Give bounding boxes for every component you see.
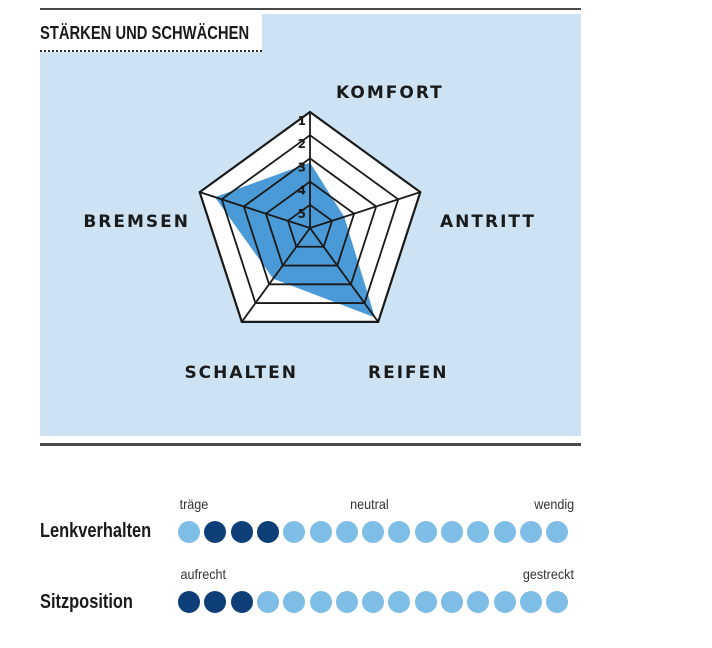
section-title-box — [40, 14, 262, 52]
radar-axis-label: REIFEN — [368, 363, 448, 383]
radar-axis-label: ANTRITT — [440, 212, 536, 232]
rating-dot — [519, 521, 542, 543]
scale-anchor-right: gestreckt — [522, 566, 574, 582]
rating-dot-filled — [204, 591, 227, 613]
rating-dot — [388, 591, 411, 613]
radar-grid-ring-3 — [242, 157, 378, 286]
radar-grid-ring-4 — [264, 180, 356, 267]
rating-dot — [441, 591, 463, 613]
rating-dot — [362, 521, 385, 543]
radar-scale-label: 2 — [298, 137, 306, 151]
scale-anchor-left: träge — [179, 496, 209, 512]
radar-grid-ring-5 — [286, 203, 334, 248]
scale-anchor-middle: neutral — [350, 496, 389, 512]
rating-dot — [493, 591, 516, 613]
rating-dot — [546, 591, 569, 613]
rating-dot — [467, 521, 490, 543]
radar-chart: 1 2 3 4 5 KOMFORT ANTRITT REIFEN SCHALTEN BREMSEN — [83, 83, 536, 383]
rating-dot — [283, 591, 306, 613]
radar-axis-label: KOMFORT — [336, 83, 444, 103]
rating-dot-filled — [230, 521, 253, 543]
rating-dot — [178, 521, 200, 543]
scale-anchor-left: aufrecht — [180, 566, 227, 582]
scale-anchor-right: wendig — [534, 496, 575, 512]
rating-dot-filled — [178, 591, 200, 613]
scale-label: Sitzposition — [40, 591, 133, 613]
rating-dot — [362, 591, 385, 613]
radar-axis-label: BREMSEN — [83, 212, 190, 232]
rating-dot — [309, 591, 332, 613]
rating-dot — [256, 591, 279, 613]
bottom-rule — [40, 443, 581, 446]
radar-scale-label: 1 — [298, 114, 306, 128]
scale-label: Lenkverhalten — [40, 520, 152, 542]
rating-dot — [335, 521, 358, 543]
rating-dot — [519, 591, 542, 613]
rating-dot — [441, 521, 463, 543]
radar-spoke — [309, 227, 379, 323]
rating-dot — [414, 591, 437, 613]
rating-dot — [388, 521, 411, 543]
rating-dot — [335, 591, 358, 613]
radar-scale-label: 3 — [298, 160, 306, 174]
rating-dot — [493, 521, 516, 543]
radar-scale-label: 5 — [298, 207, 306, 221]
radar-axis-label: SCHALTEN — [184, 363, 298, 383]
radar-spoke — [199, 191, 311, 229]
section-title: STÄRKEN UND SCHWÄCHEN — [40, 23, 250, 43]
rating-dot — [414, 521, 437, 543]
radar-spoke — [241, 227, 311, 323]
rating-dot-filled — [204, 521, 227, 543]
radar-spoke — [309, 191, 421, 229]
rating-dot — [546, 521, 569, 543]
radar-scale-label: 4 — [298, 184, 306, 198]
rating-dot — [467, 591, 490, 613]
rating-dot-filled — [256, 521, 279, 543]
rating-dot-filled — [230, 591, 253, 613]
rating-dot — [309, 521, 332, 543]
rating-dot — [283, 521, 306, 543]
top-rule — [40, 8, 581, 10]
radar-grid-ring-2 — [220, 134, 400, 304]
